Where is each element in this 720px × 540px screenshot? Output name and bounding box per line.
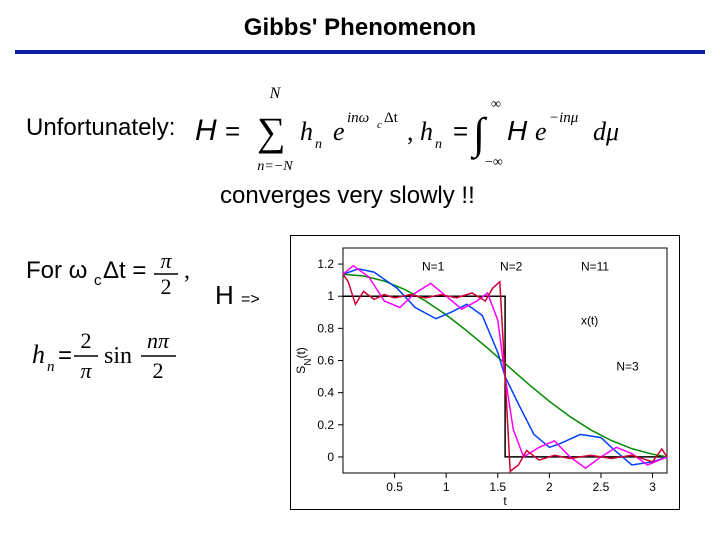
- svg-text:x(t): x(t): [581, 314, 598, 328]
- svg-text:c: c: [94, 272, 102, 289]
- svg-text:n: n: [315, 137, 322, 152]
- svg-text:n: n: [435, 137, 442, 152]
- svg-text:∞: ∞: [491, 97, 501, 112]
- svg-text:N=3: N=3: [616, 360, 639, 374]
- svg-text:π: π: [160, 248, 172, 273]
- svg-text:e: e: [333, 117, 345, 146]
- svg-text:0.5: 0.5: [386, 480, 403, 494]
- svg-text:1.5: 1.5: [489, 480, 506, 494]
- h-label: H: [215, 280, 234, 310]
- svg-text:0.6: 0.6: [317, 354, 334, 368]
- gibbs-chart: 0 0.2 0.4 0.6 0.8 1 1.2 0.5 1 1.5 2 2.5 3 t SN(t) x(t) N…: [290, 235, 680, 510]
- svg-text:dμ: dμ: [593, 117, 619, 146]
- h-arrow-label: H =>: [215, 280, 260, 311]
- svg-text:−inμ: −inμ: [549, 110, 579, 126]
- svg-text:2: 2: [161, 274, 172, 299]
- svg-text:h: h: [300, 117, 313, 146]
- svg-text:t: t: [503, 494, 507, 508]
- svg-text:,: ,: [407, 117, 414, 146]
- svg-text:nπ: nπ: [147, 328, 170, 353]
- equation-row: Unfortunately: H = N ∑ n=−N h n e inω c …: [26, 82, 695, 174]
- svg-text:Δt =: Δt =: [103, 257, 146, 284]
- page-title: Gibbs' Phenomenon: [0, 0, 720, 42]
- svg-text:H: H: [195, 114, 217, 147]
- svg-text:For ω: For ω: [26, 257, 87, 284]
- svg-text:=: =: [453, 116, 468, 146]
- svg-text:h: h: [420, 117, 433, 146]
- svg-text:0.8: 0.8: [317, 321, 334, 335]
- svg-text:1.2: 1.2: [317, 257, 334, 271]
- svg-text:0: 0: [327, 450, 334, 464]
- svg-text:c: c: [377, 119, 382, 131]
- svg-text:e: e: [535, 117, 547, 146]
- title-divider: [15, 50, 705, 54]
- svg-text:1: 1: [443, 480, 450, 494]
- svg-text:=: =: [225, 116, 240, 146]
- left-conditions: For ω c Δt = π 2 , h n = 2 π sin nπ 2: [26, 248, 206, 423]
- arrow-icon: =>: [241, 291, 260, 308]
- svg-text:2: 2: [153, 358, 164, 383]
- svg-text:N: N: [269, 85, 282, 102]
- unfortunately-label: Unfortunately:: [26, 114, 175, 142]
- svg-text:∫: ∫: [470, 109, 488, 160]
- svg-text:h: h: [32, 340, 45, 369]
- svg-text:0.2: 0.2: [317, 418, 334, 432]
- svg-text:N=2: N=2: [500, 260, 523, 274]
- fourier-equation: H = N ∑ n=−N h n e inω c Δt , h n = ∫ ∞ …: [195, 82, 695, 174]
- svg-text:inω: inω: [347, 110, 369, 126]
- svg-text:∑: ∑: [257, 109, 286, 154]
- svg-text:0.4: 0.4: [317, 386, 334, 400]
- svg-text:2: 2: [546, 480, 553, 494]
- svg-text:sin: sin: [104, 343, 132, 369]
- svg-text:n: n: [47, 359, 55, 375]
- svg-text:n=−N: n=−N: [258, 159, 294, 174]
- svg-text:N=1: N=1: [422, 260, 445, 274]
- svg-text:π: π: [80, 358, 92, 383]
- svg-text:=: =: [58, 342, 72, 369]
- svg-text:Δt: Δt: [384, 110, 399, 126]
- svg-text:H: H: [507, 115, 528, 146]
- svg-text:N=11: N=11: [581, 260, 609, 274]
- svg-text:SN(t): SN(t): [294, 347, 314, 374]
- svg-text:2: 2: [81, 328, 92, 353]
- svg-text:3: 3: [649, 480, 656, 494]
- svg-text:2.5: 2.5: [593, 480, 610, 494]
- svg-text:−∞: −∞: [485, 155, 503, 170]
- svg-text:,: ,: [184, 258, 190, 284]
- converges-text: converges very slowly !!: [220, 182, 475, 210]
- svg-text:1: 1: [327, 289, 334, 303]
